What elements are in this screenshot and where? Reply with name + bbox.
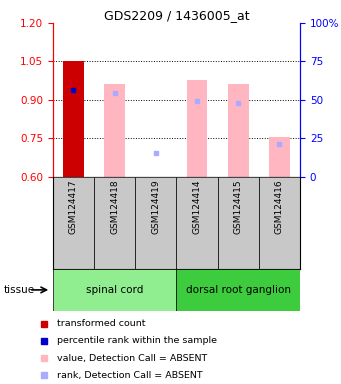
Bar [53, 177, 94, 269]
Bar [94, 177, 135, 269]
Text: GSM124417: GSM124417 [69, 179, 78, 234]
Bar [259, 177, 300, 269]
Text: percentile rank within the sample: percentile rank within the sample [57, 336, 217, 345]
Bar [177, 269, 300, 311]
Bar [135, 177, 177, 269]
Text: GSM124418: GSM124418 [110, 179, 119, 234]
Bar [104, 84, 125, 177]
Text: GSM124416: GSM124416 [275, 179, 284, 234]
Bar [269, 137, 290, 177]
Text: GSM124419: GSM124419 [151, 179, 160, 234]
Text: tissue: tissue [3, 285, 34, 295]
Text: transformed count: transformed count [57, 319, 146, 328]
Text: value, Detection Call = ABSENT: value, Detection Call = ABSENT [57, 354, 207, 362]
Bar [177, 177, 218, 269]
Bar [228, 84, 249, 177]
Bar [53, 269, 177, 311]
Title: GDS2209 / 1436005_at: GDS2209 / 1436005_at [104, 9, 249, 22]
Bar [63, 61, 84, 177]
Text: GSM124414: GSM124414 [193, 179, 202, 234]
Bar [218, 177, 259, 269]
Text: GSM124415: GSM124415 [234, 179, 243, 234]
Bar [187, 80, 207, 177]
Text: rank, Detection Call = ABSENT: rank, Detection Call = ABSENT [57, 371, 203, 380]
Text: dorsal root ganglion: dorsal root ganglion [186, 285, 291, 295]
Text: spinal cord: spinal cord [86, 285, 143, 295]
